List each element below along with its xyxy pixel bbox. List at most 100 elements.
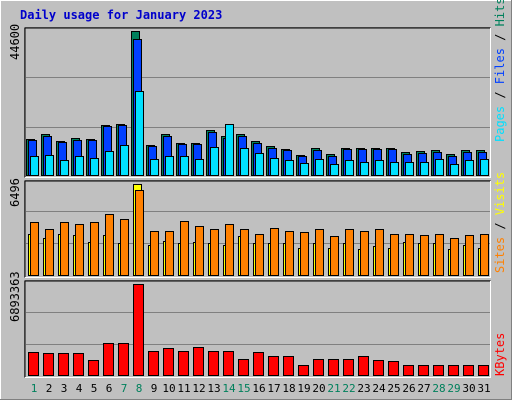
sites-bar-20 (315, 229, 324, 276)
legend-kbytes: KBytes (493, 333, 507, 376)
x-label-day-28: 28 (432, 382, 445, 395)
pages-bar-1 (30, 156, 39, 176)
kbytes-bar-11 (178, 351, 189, 376)
kbytes-bar-7 (118, 343, 129, 376)
pages-bar-28 (435, 159, 444, 176)
kbytes-bar-13 (208, 351, 219, 376)
kbytes-bar-21 (328, 359, 339, 376)
sites-bar-25 (390, 234, 399, 276)
legend-pages: Pages (493, 106, 507, 142)
kbytes-bar-12 (193, 347, 204, 376)
pages-bar-24 (375, 160, 384, 176)
sites-bar-8 (135, 190, 144, 276)
pages-bar-3 (60, 160, 69, 176)
pages-bar-4 (75, 156, 84, 176)
kbytes-bar-19 (298, 365, 309, 376)
kbytes-bar-17 (268, 356, 279, 376)
sites-bar-7 (120, 219, 129, 276)
kbytes-bar-1 (28, 352, 39, 376)
kbytes-bar-20 (313, 359, 324, 376)
x-label-day-24: 24 (372, 382, 386, 395)
x-label-day-4: 4 (76, 382, 83, 395)
legend-sites-visits: Sites / Visits (493, 172, 507, 273)
sites-bar-19 (300, 232, 309, 276)
pages-bar-17 (270, 158, 279, 176)
legend-visits: Visits (493, 172, 507, 215)
kbytes-bar-27 (418, 365, 429, 376)
pages-bar-14 (225, 124, 234, 176)
x-label-day-25: 25 (387, 382, 400, 395)
panel-visits-frame (24, 180, 491, 278)
sites-bar-30 (465, 235, 474, 276)
x-label-day-29: 29 (447, 382, 460, 395)
kbytes-bar-30 (463, 365, 474, 376)
legend-sep-3: / (493, 215, 507, 237)
pages-bar-30 (465, 160, 474, 176)
kbytes-bar-22 (343, 359, 354, 376)
hits-panel-max-label: 44600 (8, 24, 22, 60)
kbytes-bar-16 (253, 352, 264, 376)
x-label-day-20: 20 (312, 382, 325, 395)
panel-kbytes-frame (24, 280, 491, 378)
pages-bar-21 (330, 164, 339, 176)
sites-bar-26 (405, 234, 414, 276)
pages-bar-6 (105, 151, 114, 176)
kbytes-bar-18 (283, 356, 294, 376)
x-label-day-10: 10 (162, 382, 175, 395)
x-label-day-17: 17 (267, 382, 280, 395)
x-label-day-18: 18 (282, 382, 295, 395)
pages-bar-5 (90, 158, 99, 176)
x-label-day-2: 2 (46, 382, 53, 395)
x-label-day-16: 16 (252, 382, 265, 395)
legend-files: Files (493, 48, 507, 84)
pages-bar-2 (45, 155, 54, 176)
x-label-day-14: 14 (222, 382, 236, 395)
legend-sep-1: / (493, 84, 507, 106)
pages-bar-16 (255, 153, 264, 176)
x-label-day-22: 22 (342, 382, 355, 395)
sites-bar-12 (195, 226, 204, 276)
pages-bar-18 (285, 160, 294, 176)
kbytes-bar-15 (238, 359, 249, 376)
x-label-day-15: 15 (237, 382, 250, 395)
sites-bar-2 (45, 229, 54, 276)
pages-bar-23 (360, 162, 369, 176)
pages-bar-13 (210, 147, 219, 176)
sites-bar-17 (270, 228, 279, 276)
legend-sep-2: / (493, 26, 507, 48)
kbytes-bar-23 (358, 356, 369, 376)
x-label-day-8: 8 (136, 382, 143, 395)
pages-bar-22 (345, 160, 354, 176)
legend-hits-files-pages: Pages / Files / Hits (493, 0, 507, 142)
kbytes-bar-2 (43, 353, 54, 376)
sites-bar-3 (60, 222, 69, 276)
x-label-day-21: 21 (327, 382, 340, 395)
sites-bar-22 (345, 229, 354, 276)
kbytes-bar-8 (133, 284, 144, 376)
sites-bar-1 (30, 222, 39, 276)
pages-bar-27 (420, 162, 429, 176)
pages-bar-11 (180, 156, 189, 176)
sites-bar-4 (75, 224, 84, 276)
x-label-day-27: 27 (417, 382, 430, 395)
pages-bar-8 (135, 91, 144, 176)
kbytes-bar-24 (373, 360, 384, 376)
x-label-day-26: 26 (402, 382, 415, 395)
pages-bar-19 (300, 163, 309, 176)
kbytes-bar-9 (148, 351, 159, 376)
pages-bar-31 (480, 159, 489, 176)
x-label-day-30: 30 (462, 382, 475, 395)
x-label-day-13: 13 (207, 382, 220, 395)
legend-sites: Sites (493, 237, 507, 273)
kbytes-bar-14 (223, 351, 234, 376)
kbytes-panel-max-label: 6893363 (8, 271, 22, 322)
x-label-day-9: 9 (151, 382, 158, 395)
visits-panel-max-label: 6496 (8, 178, 22, 207)
panel-hits-frame (24, 27, 491, 178)
legend-hits: Hits (493, 0, 507, 26)
chart-bars (26, 31, 489, 376)
pages-bar-25 (390, 162, 399, 176)
sites-bar-27 (420, 235, 429, 276)
